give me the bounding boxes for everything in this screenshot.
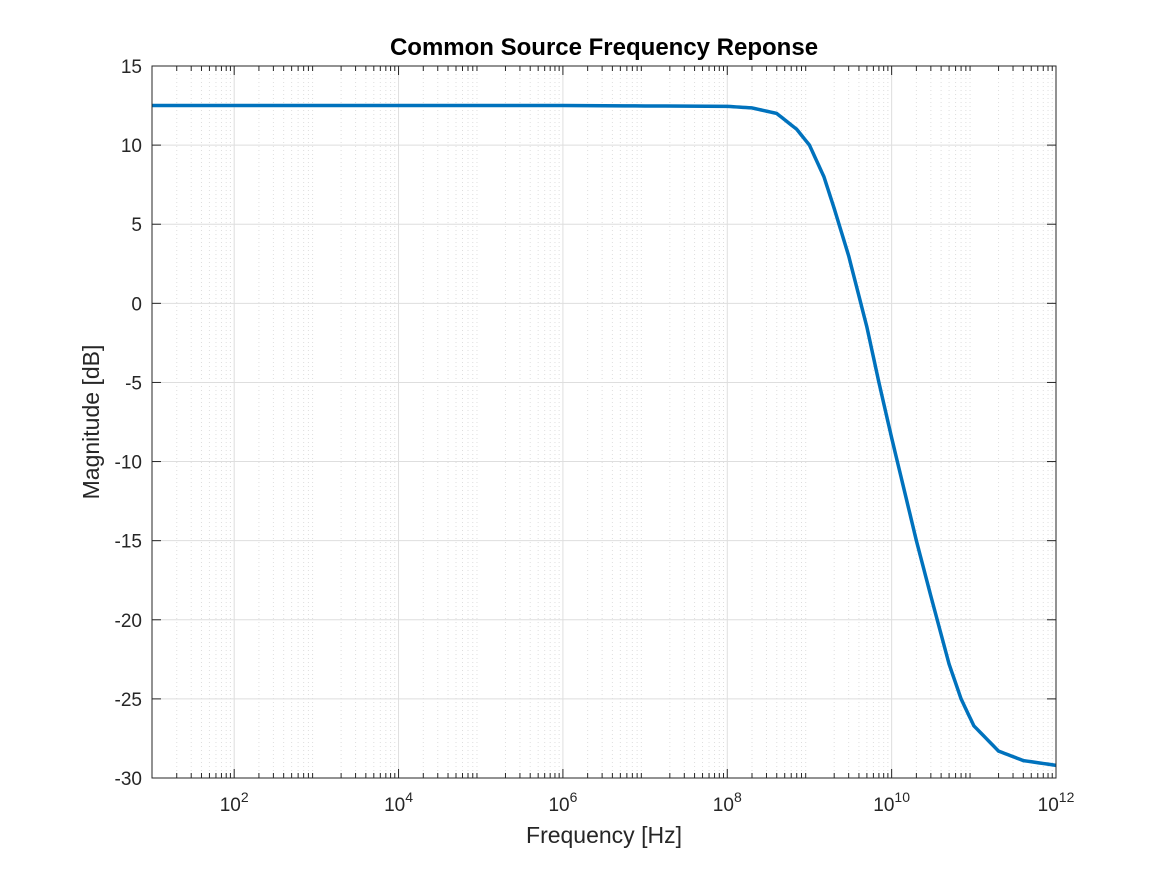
y-tick-label: 0	[131, 294, 142, 315]
plot-area	[152, 66, 1056, 778]
x-tick-label-base: 10	[713, 795, 734, 816]
x-tick-label-exponent: 4	[405, 789, 413, 805]
y-tick-label: -25	[115, 690, 142, 711]
y-tick-label: -10	[115, 453, 142, 474]
x-tick-label: 108	[713, 789, 742, 816]
series-line	[152, 103, 1057, 768]
x-tick-label-base: 10	[384, 795, 405, 816]
x-tick-label-base: 10	[1038, 795, 1059, 816]
x-tick-label-base: 10	[220, 795, 241, 816]
x-tick-label-base: 10	[873, 795, 894, 816]
x-tick-label: 104	[384, 789, 413, 816]
x-tick-label: 106	[548, 789, 577, 816]
x-tick-label-exponent: 12	[1059, 789, 1075, 805]
x-tick-label-exponent: 8	[734, 789, 742, 805]
y-tick-label: -30	[115, 769, 142, 790]
x-tick-label-exponent: 6	[570, 789, 578, 805]
series-lines	[152, 103, 1057, 768]
tick-marks	[152, 65, 1057, 779]
x-tick-label: 1010	[873, 789, 910, 816]
y-tick-label: -5	[125, 373, 142, 394]
tick-labels: 102 104 106 108 1010 1012151050-5-10-15-20-25…	[115, 57, 1075, 816]
x-tick-label-exponent: 2	[241, 789, 249, 805]
x-tick-label: 1012	[1038, 789, 1075, 816]
y-tick-label: 10	[121, 136, 142, 157]
y-tick-label: -20	[115, 611, 142, 632]
x-axis-label: Frequency [Hz]	[526, 822, 682, 848]
x-tick-label-base: 10	[548, 795, 569, 816]
x-tick-label-exponent: 10	[894, 789, 910, 805]
y-axis-label: Magnitude [dB]	[78, 345, 104, 500]
chart-title: Common Source Frequency Reponse	[390, 34, 818, 61]
y-tick-label: 5	[131, 215, 142, 236]
x-tick-label: 102	[220, 789, 249, 816]
y-tick-label: -15	[115, 532, 142, 553]
y-tick-label: 15	[121, 57, 142, 78]
plot-frame	[151, 65, 1057, 779]
